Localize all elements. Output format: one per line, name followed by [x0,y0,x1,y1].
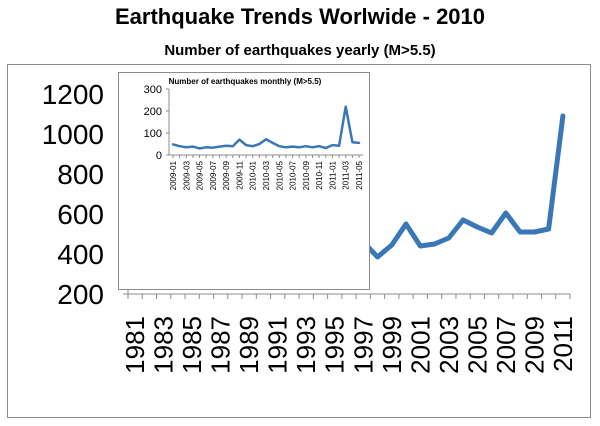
inset-x-tick-label: 2010-03 [262,160,271,190]
inset-x-tick-label: 2009-01 [169,160,178,190]
inset-x-tick-label: 2009-09 [222,160,231,190]
inset-x-tick-label: 2009-05 [196,160,205,190]
inset-chart-box: Number of earthquakes monthly (M>5.5) 0 1… [118,72,370,290]
x-tick-label: 2001 [405,316,435,374]
inset-y-tick-label: 300 [144,84,162,96]
x-tick-label: 2007 [491,316,521,374]
x-tick-label: 1989 [234,316,264,374]
monthly-series-line [171,105,361,150]
x-tick-label: 1997 [348,316,378,374]
chart-subtitle: Number of earthquakes yearly (M>5.5) [164,42,436,59]
x-tick-label: 1991 [263,316,293,374]
x-tick-label: 2009 [519,316,549,374]
inset-x-tick-label: 2010-07 [289,160,298,190]
inset-x-tick-label: 2010-01 [249,160,258,190]
x-tick-label: 1993 [291,316,321,374]
y-tick-label: 600 [57,199,104,230]
x-tick-label: 1983 [149,316,179,374]
x-tick-label: 2005 [462,316,492,374]
inset-x-tick-label: 2009-11 [235,160,244,189]
x-tick-label: 1987 [206,316,236,374]
inset-x-tick-label: 2010-11 [315,160,324,189]
x-tick-label: 2011 [548,316,578,372]
inset-x-tick-label: 2011-01 [328,160,337,189]
inset-y-tick-label: 200 [144,106,162,118]
inset-x-tick-label: 2011-03 [342,160,351,189]
y-tick-label: 800 [57,159,104,190]
x-tick-label: 1985 [177,316,207,374]
x-tick-label: 1999 [377,316,407,374]
x-tick-label: 1981 [120,316,150,374]
inset-x-tick-label: 2009-03 [182,160,191,190]
inset-x-tick-label: 2011-05 [355,160,364,189]
y-tick-label: 400 [57,239,104,270]
inset-chart: 0 100 200 300 2009-01 2009-03 2009-05 2009-07 20… [144,84,364,190]
y-tick-label: 1200 [42,79,104,110]
chart-frame [7,64,591,418]
x-tick-label: 2003 [434,316,464,374]
y-tick-label: 200 [57,279,104,310]
chart-title: Earthquake Trends Worlwide - 2010 [114,4,486,29]
inset-y-tick-label: 0 [156,150,162,162]
x-tick-label: 1995 [320,316,350,374]
y-tick-label: 1000 [42,119,104,150]
inset-x-tick-label: 2010-05 [275,160,284,190]
inset-x-tick-label: 2009-07 [209,160,218,190]
inset-chart-title: Number of earthquakes monthly (M>5.5) [168,77,322,86]
inset-x-tick-label: 2010-09 [302,160,311,190]
inset-y-tick-label: 100 [144,128,162,140]
